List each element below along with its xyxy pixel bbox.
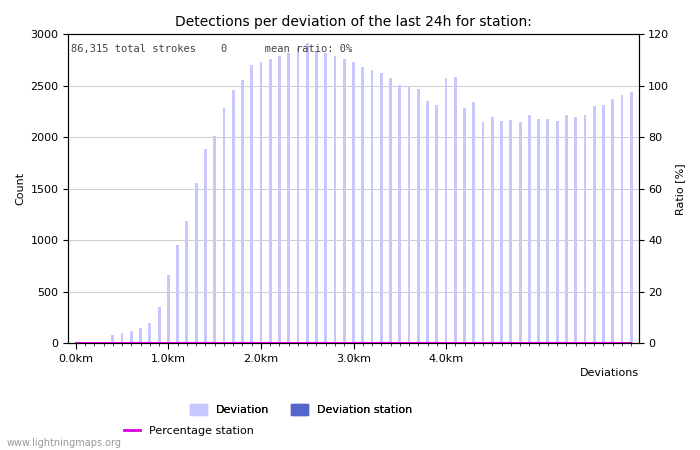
Bar — [519, 122, 522, 343]
Bar — [251, 65, 253, 343]
Title: Detections per deviation of the last 24h for station:: Detections per deviation of the last 24h… — [175, 15, 532, 29]
Bar — [473, 102, 475, 343]
Bar — [269, 59, 272, 343]
Bar — [148, 323, 151, 343]
Text: Deviations: Deviations — [580, 368, 638, 378]
Bar — [574, 117, 577, 343]
Bar — [463, 108, 466, 343]
Bar — [176, 245, 179, 343]
Bar — [407, 86, 410, 343]
Bar — [343, 59, 346, 343]
Bar — [537, 119, 540, 343]
Bar — [102, 342, 105, 343]
Bar — [352, 62, 355, 343]
Bar — [482, 122, 484, 343]
Bar — [491, 117, 494, 343]
Bar — [556, 121, 559, 343]
Bar — [370, 70, 373, 343]
Bar — [426, 101, 429, 343]
Bar — [584, 115, 587, 343]
Bar — [232, 90, 235, 343]
Bar — [195, 183, 197, 343]
Bar — [565, 115, 568, 343]
Bar — [111, 335, 114, 343]
Bar — [361, 68, 364, 343]
Bar — [130, 331, 133, 343]
Bar — [287, 53, 290, 343]
Bar — [547, 119, 550, 343]
Y-axis label: Ratio [%]: Ratio [%] — [675, 163, 685, 215]
Bar — [417, 89, 420, 343]
Bar — [630, 92, 633, 343]
Bar — [389, 77, 392, 343]
Bar — [84, 342, 87, 343]
Bar — [444, 77, 447, 343]
Bar — [278, 56, 281, 343]
Bar — [260, 62, 262, 343]
Bar — [602, 105, 605, 343]
Legend: Percentage station: Percentage station — [119, 421, 259, 440]
Bar — [528, 115, 531, 343]
Bar — [611, 99, 614, 343]
Bar — [158, 307, 160, 343]
Bar — [620, 95, 623, 343]
Bar — [324, 53, 327, 343]
Bar — [334, 56, 337, 343]
Bar — [139, 328, 142, 343]
Bar — [241, 80, 244, 343]
Bar — [93, 342, 96, 343]
Bar — [398, 85, 401, 343]
Bar — [435, 105, 438, 343]
Y-axis label: Count: Count — [15, 172, 25, 205]
Legend: Deviation, Deviation station: Deviation, Deviation station — [186, 399, 416, 420]
Bar — [510, 120, 512, 343]
Bar — [214, 136, 216, 343]
Bar — [223, 108, 225, 343]
Bar — [204, 148, 206, 343]
Bar — [315, 51, 318, 343]
Bar — [380, 73, 383, 343]
Bar — [306, 43, 309, 343]
Bar — [593, 106, 596, 343]
Text: www.lightningmaps.org: www.lightningmaps.org — [7, 438, 122, 448]
Bar — [167, 275, 170, 343]
Bar — [297, 48, 300, 343]
Text: 86,315 total strokes    0      mean ratio: 0%: 86,315 total strokes 0 mean ratio: 0% — [71, 44, 353, 54]
Bar — [186, 221, 188, 343]
Bar — [500, 121, 503, 343]
Bar — [120, 333, 123, 343]
Bar — [454, 76, 456, 343]
